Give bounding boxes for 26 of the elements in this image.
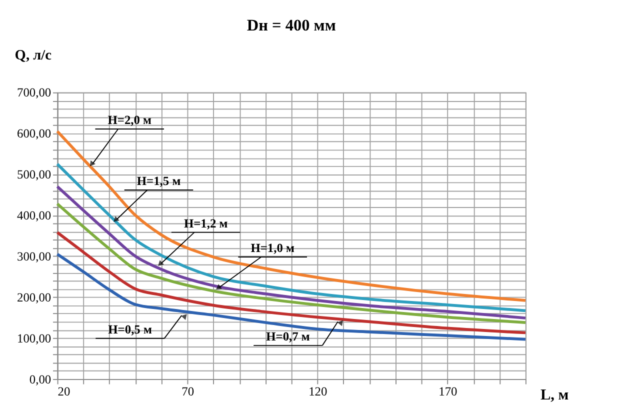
y-tick-label: 200,00 xyxy=(16,290,52,304)
annotation: H=1,5 м xyxy=(136,174,182,188)
line-series xyxy=(56,252,527,341)
y-tick-label: 100,00 xyxy=(16,331,52,346)
y-tick-label: 400,00 xyxy=(16,208,52,223)
y-tick-label: 0,00 xyxy=(29,372,52,386)
y-axis-title: Q, л/с xyxy=(14,47,52,64)
chart-title: Dн = 400 мм xyxy=(246,16,336,34)
x-tick-label: 170 xyxy=(438,384,458,399)
y-tick-label: 300,00 xyxy=(16,249,52,264)
y-tick-label: 600,00 xyxy=(16,126,52,141)
annotation: H=0,7 м xyxy=(266,330,310,344)
x-tick-label: 70 xyxy=(182,384,194,399)
y-tick-label: 500,00 xyxy=(16,168,52,182)
x-tick-label: 20 xyxy=(58,384,70,399)
annotation: H=1,0 м xyxy=(250,241,296,256)
y-tick-label: 700,00 xyxy=(16,86,52,100)
annotation: H=1,2 м xyxy=(184,216,228,231)
x-tick-label: 120 xyxy=(308,384,328,399)
x-axis-title: L, м xyxy=(540,386,569,404)
line-series xyxy=(56,130,527,302)
annotation: H=0,5 м xyxy=(108,322,152,337)
annotation: H=2,0 м xyxy=(108,113,152,128)
line-series xyxy=(56,185,527,320)
line-series xyxy=(56,202,527,324)
line-series xyxy=(56,162,527,312)
